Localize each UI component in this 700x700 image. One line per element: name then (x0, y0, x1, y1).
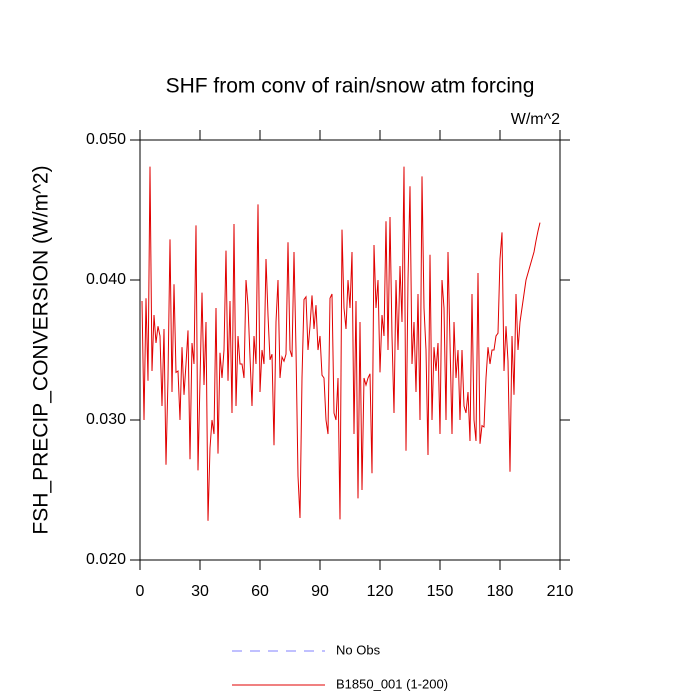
y-tick-label: 0.040 (86, 271, 126, 288)
x-tick-label: 180 (487, 583, 514, 600)
y-axis-label: FSH_PRECIP_CONVERSION (W/m^2) (30, 165, 53, 534)
data-line (141, 166, 541, 521)
x-tick-label: 90 (311, 583, 329, 600)
units-label: W/m^2 (511, 111, 560, 128)
x-tick-label: 0 (136, 583, 145, 600)
y-tick-label: 0.050 (86, 131, 126, 148)
legend-label: B1850_001 (1-200) (336, 676, 448, 691)
x-tick-label: 30 (191, 583, 209, 600)
x-tick-label: 210 (547, 583, 574, 600)
x-tick-label: 60 (251, 583, 269, 600)
x-tick-label: 150 (427, 583, 454, 600)
legend-label: No Obs (336, 642, 381, 657)
y-tick-label: 0.020 (86, 551, 126, 568)
x-tick-label: 120 (367, 583, 394, 600)
chart-title: SHF from conv of rain/snow atm forcing (166, 75, 535, 98)
plot-frame (139, 139, 561, 561)
y-tick-label: 0.030 (86, 411, 126, 428)
